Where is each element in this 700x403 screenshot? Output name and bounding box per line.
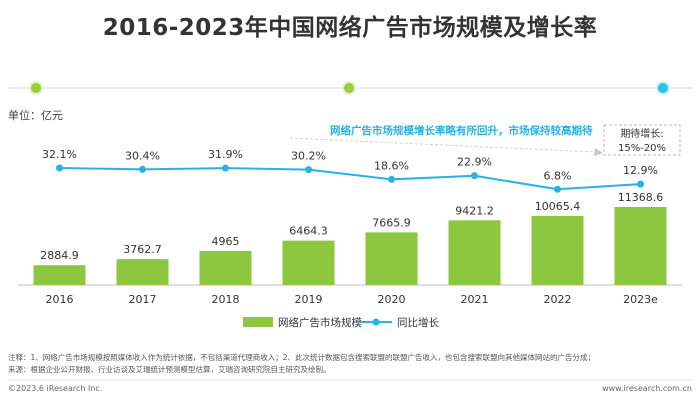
growth-label-2019: 30.2% [291,150,326,163]
growth-label-2022: 6.8% [544,169,572,182]
trend-arrow-line [289,137,596,153]
bar-2022 [531,215,584,285]
expect-label: 期待增长: [620,127,663,140]
growth-label-2018: 31.9% [208,148,243,161]
legend-swatch-line-marker [372,318,380,326]
page-title: 2016-2023年中国网络广告市场规模及增长率 [102,15,598,41]
footer-website: www.iresearch.com.cn [602,384,692,393]
x-tick-2016: 2016 [46,293,74,306]
x-tick-2020: 2020 [378,293,406,306]
bar-2020 [365,232,418,285]
legend-label-bar: 网络广告市场规模 [278,316,362,329]
bar-2021 [448,220,501,285]
x-tick-labels-group: 2016 2017 2018 2019 2020 2021 2022 2023e [46,293,659,306]
bars-group [33,207,667,285]
growth-label-2021: 22.9% [457,156,492,169]
x-tick-2018: 2018 [212,293,240,306]
bar-2017 [116,259,169,285]
growth-label-2017: 30.4% [125,149,160,162]
x-tick-2021: 2021 [461,293,489,306]
growth-point-2021 [471,172,478,180]
note-line-1: 注释：1、网络广告市场规模按照媒体收入作为统计依据，不包括渠道代理商收入；2、此… [8,353,596,362]
growth-line-group [56,164,644,193]
bar-2019 [282,240,335,285]
bar-2023e [614,207,667,285]
growth-point-2020 [388,175,395,183]
x-tick-2023e: 2023e [623,293,658,306]
growth-labels-group: 32.1% 30.4% 31.9% 30.2% 18.6% 22.9% 6.8% 12.9% [42,148,658,182]
growth-label-2023e: 12.9% [623,164,658,177]
timeline-dot-2 [344,83,354,93]
bar-label-2018: 4965 [212,235,240,248]
x-tick-2022: 2022 [544,293,572,306]
bar-labels-group: 2884.9 3762.7 4965 6464.3 7665.9 9421.2 10065.… [40,191,663,262]
growth-point-2017 [139,165,146,173]
expect-value: 15%-20% [618,143,666,154]
expect-box [603,124,681,156]
note-line-2: 来源：根据企业公开财报、行业访谈及艾瑞统计预测模型估算，艾瑞咨询研究院自主研究及… [8,365,331,374]
bar-2016 [33,265,86,285]
growth-point-2018 [222,164,229,172]
growth-line [59,167,641,191]
bar-label-2020: 7665.9 [372,216,411,229]
legend-swatch-bar [243,317,273,327]
trend-annotation-text: 网络广告市场规模增长率略有所回升，市场保持较高期待 [330,124,593,137]
x-tick-2019: 2019 [295,293,323,306]
trend-arrow-head [594,148,603,156]
bar-2018 [199,250,252,285]
growth-point-2022 [554,185,561,193]
bar-label-2021: 9421.2 [455,204,494,217]
legend-label-line: 同比增长 [397,316,439,329]
bar-label-2023e: 11368.6 [618,191,664,204]
growth-point-2016 [56,164,63,172]
unit-label: 单位：亿元 [8,109,63,122]
bar-label-2017: 3762.7 [123,243,162,256]
x-tick-2017: 2017 [129,293,157,306]
growth-label-2016: 32.1% [42,148,77,161]
growth-label-2020: 18.6% [374,159,409,172]
timeline-dot-1 [31,83,41,93]
timeline-dot-3 [658,83,668,93]
bar-label-2019: 6464.3 [289,225,328,238]
bar-label-2016: 2884.9 [40,249,79,262]
footer-copyright: ©2023.6 iResearch Inc. [8,384,103,393]
growth-point-2023e [637,180,644,188]
bar-label-2022: 10065.4 [535,200,581,213]
growth-point-2019 [305,166,312,174]
